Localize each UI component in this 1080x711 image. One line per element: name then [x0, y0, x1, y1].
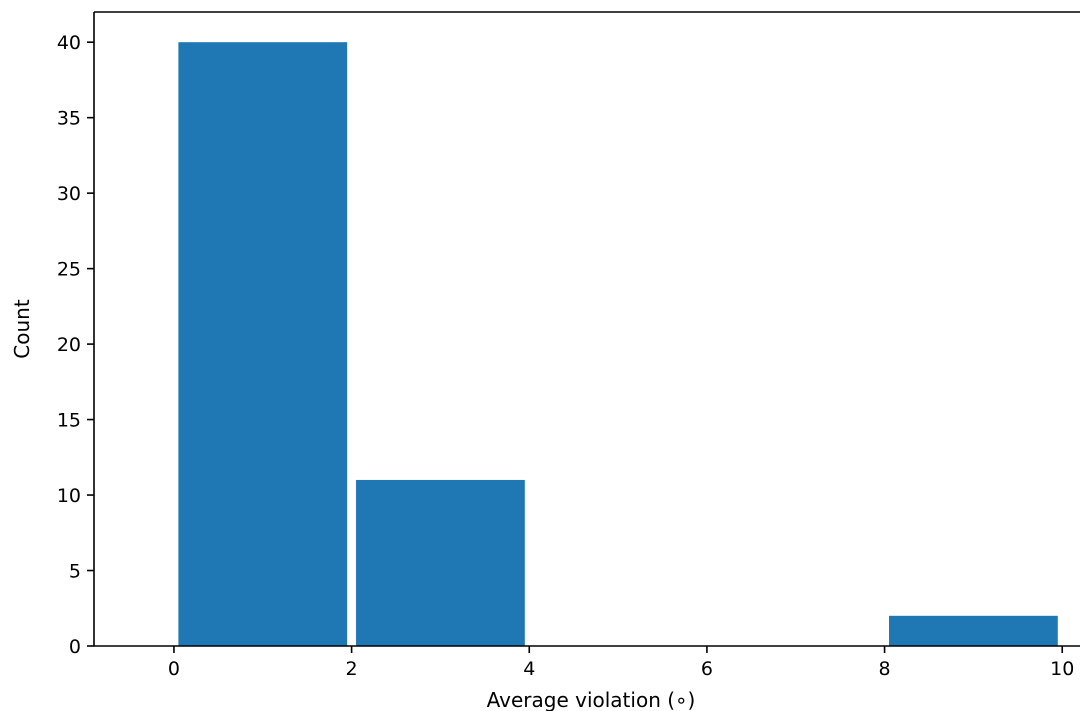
axes-frame [93, 11, 1080, 647]
y-tick-label: 40 [57, 32, 81, 54]
y-tick-label: 5 [69, 561, 81, 583]
bars-group [178, 42, 1058, 646]
bar-1 [356, 479, 525, 646]
y-axis-ticks: 0 5 10 15 20 25 30 35 40 [57, 32, 94, 658]
y-tick-label: 20 [57, 334, 81, 356]
x-tick-label: 4 [523, 658, 535, 680]
bar-4 [889, 615, 1058, 646]
y-tick-label: 10 [57, 485, 81, 507]
x-tick-label: 10 [1050, 658, 1074, 680]
y-tick-label: 0 [69, 636, 81, 658]
x-tick-label: 0 [168, 658, 180, 680]
y-tick-label: 15 [57, 410, 81, 432]
y-tick-label: 30 [57, 183, 81, 205]
x-axis-ticks: 0 2 4 6 8 10 [168, 646, 1074, 680]
y-axis-title: Count [10, 299, 34, 359]
y-tick-label: 25 [57, 259, 81, 281]
x-axis-title: Average violation (∘) [487, 688, 696, 711]
x-tick-label: 6 [701, 658, 713, 680]
y-tick-label: 35 [57, 108, 81, 130]
bar-0 [178, 42, 348, 646]
x-tick-label: 2 [346, 658, 358, 680]
x-tick-label: 8 [879, 658, 891, 680]
